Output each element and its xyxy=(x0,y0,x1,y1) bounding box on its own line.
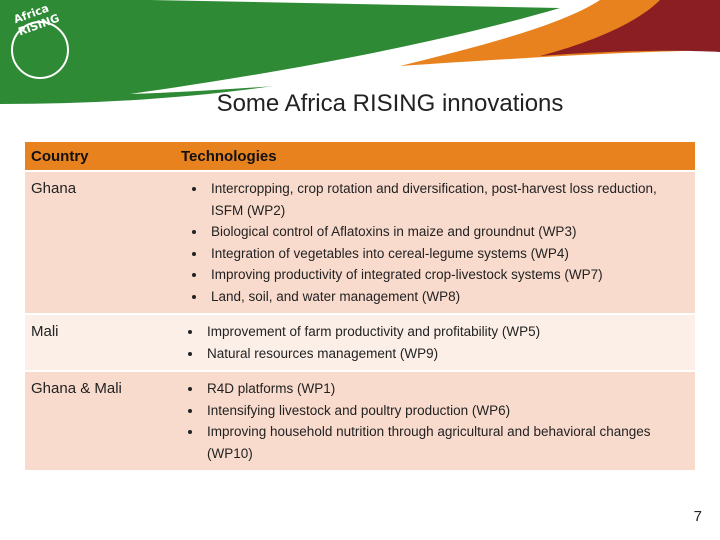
technology-item: Natural resources management (WP9) xyxy=(203,343,689,365)
technology-item: R4D platforms (WP1) xyxy=(203,378,689,400)
technology-item: Biological control of Aflatoxins in maiz… xyxy=(207,221,689,243)
technology-list: Intercropping, crop rotation and diversi… xyxy=(181,178,689,307)
technologies-cell: Intercropping, crop rotation and diversi… xyxy=(175,171,695,315)
table-row: Ghana Intercropping, crop rotation and di… xyxy=(25,171,695,315)
technologies-cell: Improvement of farm productivity and pro… xyxy=(175,314,695,372)
country-cell: Ghana & Mali xyxy=(25,371,175,472)
table-row: Mali Improvement of farm productivity and… xyxy=(25,314,695,372)
technologies-cell: R4D platforms (WP1)Intensifying livestoc… xyxy=(175,371,695,472)
technology-item: Land, soil, and water management (WP8) xyxy=(207,286,689,308)
column-header: Technologies xyxy=(175,142,695,172)
technology-list: R4D platforms (WP1)Intensifying livestoc… xyxy=(181,378,689,464)
page-number: 7 xyxy=(693,508,702,525)
red-band xyxy=(540,0,720,56)
technology-list: Improvement of farm productivity and pro… xyxy=(181,321,689,364)
country-cell: Mali xyxy=(25,314,175,372)
table: Country Technologies Ghana Intercropping,… xyxy=(25,142,695,472)
technology-item: Improving productivity of integrated cro… xyxy=(207,264,689,286)
technology-item: Improvement of farm productivity and pro… xyxy=(203,321,689,343)
logo-mark xyxy=(11,21,69,79)
logo-area xyxy=(0,0,130,96)
country-cell: Ghana xyxy=(25,171,175,315)
technology-item: Improving household nutrition through ag… xyxy=(203,421,689,464)
column-header: Country xyxy=(25,142,175,172)
slide-title: Some Africa RISING innovations xyxy=(216,90,564,117)
technology-item: Integration of vegetables into cereal-le… xyxy=(207,243,689,265)
header-row: Country Technologies xyxy=(25,142,695,172)
table-row: Ghana & MaliR4D platforms (WP1)Intensify… xyxy=(25,371,695,472)
banner xyxy=(0,0,720,104)
technology-item: Intercropping, crop rotation and diversi… xyxy=(207,178,689,221)
technology-item: Intensifying livestock and poultry produ… xyxy=(203,400,689,422)
table-body: Ghana Intercropping, crop rotation and di… xyxy=(25,171,695,472)
